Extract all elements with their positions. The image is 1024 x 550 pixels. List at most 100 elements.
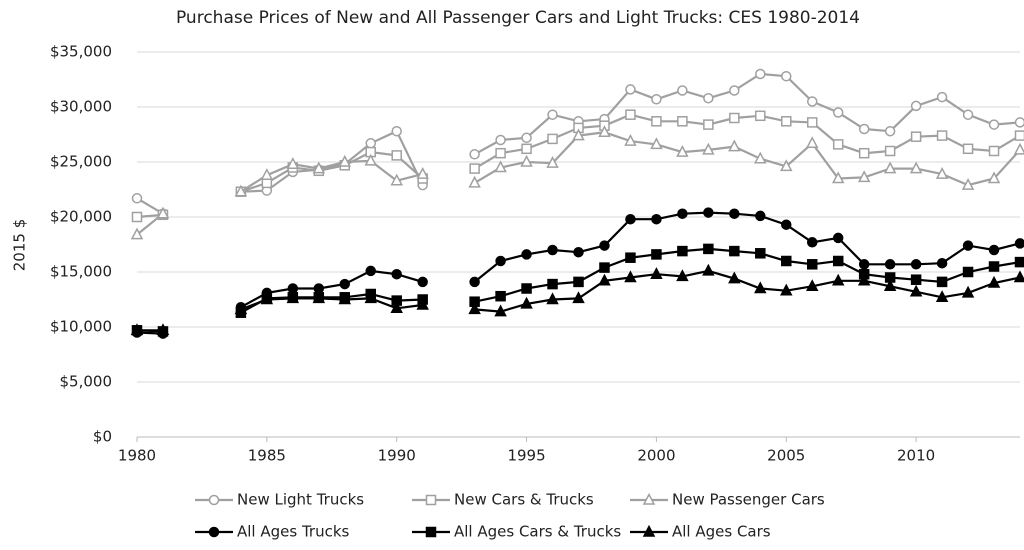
marker — [936, 257, 948, 269]
marker — [677, 85, 688, 96]
marker — [286, 157, 300, 169]
legend-label: All Ages Cars & Trucks — [454, 523, 621, 541]
marker — [521, 283, 532, 294]
y-tick-label: $20,000 — [50, 208, 112, 226]
marker — [642, 524, 656, 537]
marker — [417, 276, 428, 288]
marker — [338, 292, 352, 305]
marker — [755, 248, 766, 259]
marker — [598, 273, 611, 286]
marker — [832, 107, 844, 118]
marker — [987, 275, 1001, 288]
marker — [624, 270, 637, 283]
marker — [520, 154, 533, 167]
marker — [1013, 142, 1024, 155]
marker — [650, 137, 663, 150]
marker — [625, 213, 636, 225]
marker — [962, 109, 974, 120]
marker — [910, 100, 922, 112]
marker — [858, 147, 870, 159]
legend-label: All Ages Trucks — [237, 523, 350, 541]
marker — [130, 227, 144, 240]
marker — [416, 297, 429, 310]
marker — [961, 177, 975, 190]
x-tick-label: 2000 — [637, 447, 675, 465]
x-tick-label: 2010 — [897, 447, 935, 465]
marker — [702, 142, 715, 155]
marker — [754, 151, 767, 164]
marker — [936, 276, 948, 288]
marker — [495, 147, 506, 159]
marker — [806, 237, 818, 248]
marker — [598, 125, 611, 138]
marker — [469, 149, 480, 160]
marker — [755, 210, 766, 222]
marker — [1014, 256, 1024, 268]
marker — [651, 116, 662, 127]
marker — [962, 143, 974, 155]
marker — [625, 109, 636, 120]
marker — [651, 94, 662, 105]
marker — [832, 255, 844, 267]
marker — [936, 91, 948, 103]
marker — [156, 206, 170, 219]
marker — [494, 304, 507, 317]
marker — [703, 207, 714, 218]
marker — [573, 276, 584, 288]
marker — [495, 255, 506, 267]
marker — [365, 265, 376, 277]
marker — [208, 526, 220, 538]
marker — [1014, 117, 1024, 128]
marker — [858, 259, 870, 270]
marker — [546, 292, 559, 305]
y-axis-label: 2015 $ — [11, 219, 29, 272]
marker — [131, 211, 143, 223]
marker — [935, 290, 949, 303]
marker — [677, 116, 688, 127]
marker — [364, 153, 377, 166]
marker — [425, 526, 437, 538]
marker — [390, 301, 403, 314]
marker — [495, 290, 506, 302]
legend-label: New Passenger Cars — [672, 491, 825, 509]
marker — [1014, 130, 1024, 141]
marker — [365, 138, 376, 149]
marker — [910, 274, 922, 285]
marker — [883, 161, 897, 174]
marker — [728, 271, 741, 284]
marker — [781, 116, 792, 127]
marker — [884, 259, 896, 270]
marker — [547, 278, 558, 290]
marker — [495, 134, 506, 146]
marker — [703, 243, 714, 255]
marker — [208, 494, 220, 506]
marker — [651, 249, 662, 260]
marker — [729, 85, 740, 96]
marker — [988, 244, 1000, 256]
marker — [805, 136, 819, 149]
marker — [780, 283, 793, 296]
marker — [936, 130, 948, 141]
marker — [806, 96, 818, 107]
marker — [935, 166, 949, 179]
marker — [312, 161, 326, 174]
marker — [857, 170, 871, 183]
marker — [831, 273, 845, 286]
x-tick-label: 1995 — [507, 447, 545, 465]
marker — [988, 145, 1000, 157]
marker — [130, 323, 144, 336]
marker — [961, 285, 975, 298]
marker — [755, 110, 766, 122]
marker — [521, 143, 532, 155]
marker — [260, 292, 274, 305]
marker — [988, 119, 1000, 130]
marker — [729, 245, 740, 257]
y-tick-label: $35,000 — [50, 43, 112, 61]
marker — [703, 92, 714, 104]
marker — [832, 139, 844, 150]
marker — [780, 159, 793, 172]
marker — [572, 291, 585, 304]
marker — [391, 125, 402, 137]
marker — [156, 323, 170, 336]
